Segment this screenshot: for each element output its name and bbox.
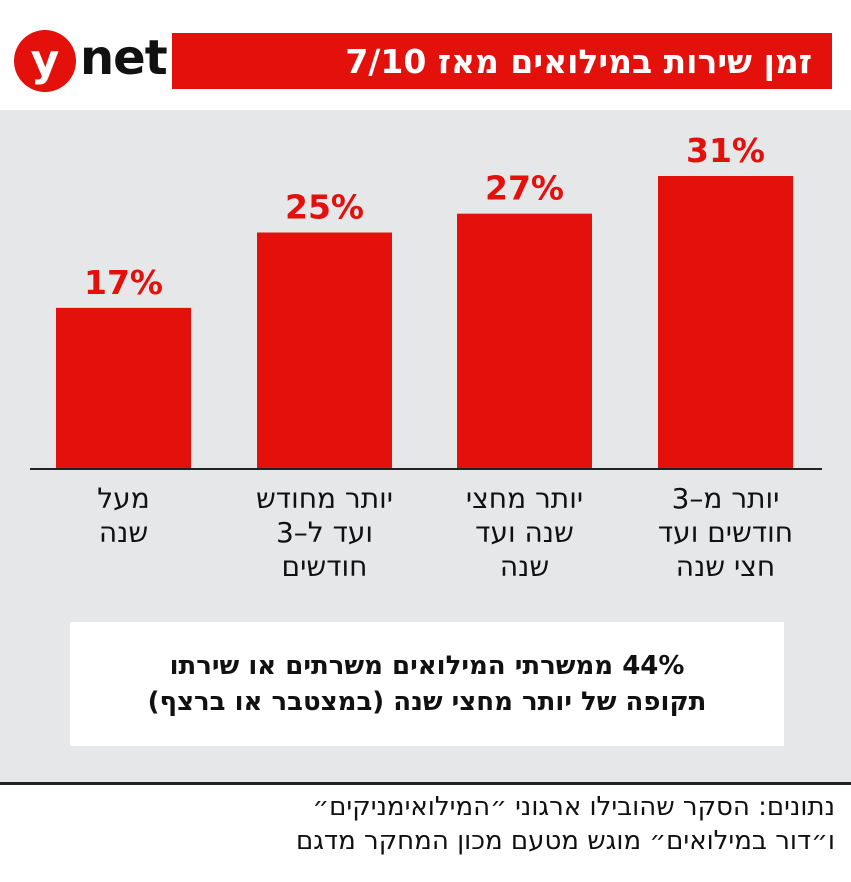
note-box: 44% ממשרתי המילואים משרתים או שירתו תקופ… <box>70 622 784 746</box>
note-text: 44% ממשרתי המילואים משרתים או שירתו תקופ… <box>148 648 707 720</box>
value-label-3: 27% <box>485 169 564 208</box>
category-label-2: יותר מחודש ועד ל–3 חודשים <box>255 482 394 583</box>
note-line-2: תקופה של יותר מחצי שנה (במצטבר או ברצף) <box>147 687 707 717</box>
bar-4 <box>658 176 793 468</box>
bar-1 <box>56 307 191 468</box>
footer-divider <box>0 782 851 785</box>
source-line-1: נתונים: הסקר שהובילו ארגוני ״המילואימניק… <box>312 792 835 822</box>
bar-chart: 17% 25% 27% 31% <box>30 131 822 470</box>
ynet-logo-text: net <box>80 30 168 86</box>
ynet-logo[interactable]: y net <box>14 30 168 92</box>
category-label-4: יותר מ–3 חודשים ועד חצי שנה <box>657 482 794 583</box>
source-text: נתונים: הסקר שהובילו ארגוני ״המילואימניק… <box>35 790 835 858</box>
chart-title: זמן שירות במילואים מאז 7/10 <box>345 41 812 81</box>
note-line-1: 44% ממשרתי המילואים משרתים או שירתו <box>169 651 685 681</box>
bar-2 <box>257 232 392 468</box>
category-label-1: מעל שנה <box>97 482 150 549</box>
ynet-logo-circle: y <box>14 30 76 92</box>
value-label-1: 17% <box>84 263 163 302</box>
source-line-2: ו״דור במילואים״ מוגש מטעם מכון המחקר מדג… <box>295 826 835 856</box>
chart-title-bar: זמן שירות במילואים מאז 7/10 <box>172 33 832 89</box>
value-label-4: 31% <box>686 131 765 170</box>
bar-3 <box>457 213 592 468</box>
value-label-2: 25% <box>285 188 364 227</box>
category-label-3: יותר מחצי שנה ועד שנה <box>465 482 584 583</box>
